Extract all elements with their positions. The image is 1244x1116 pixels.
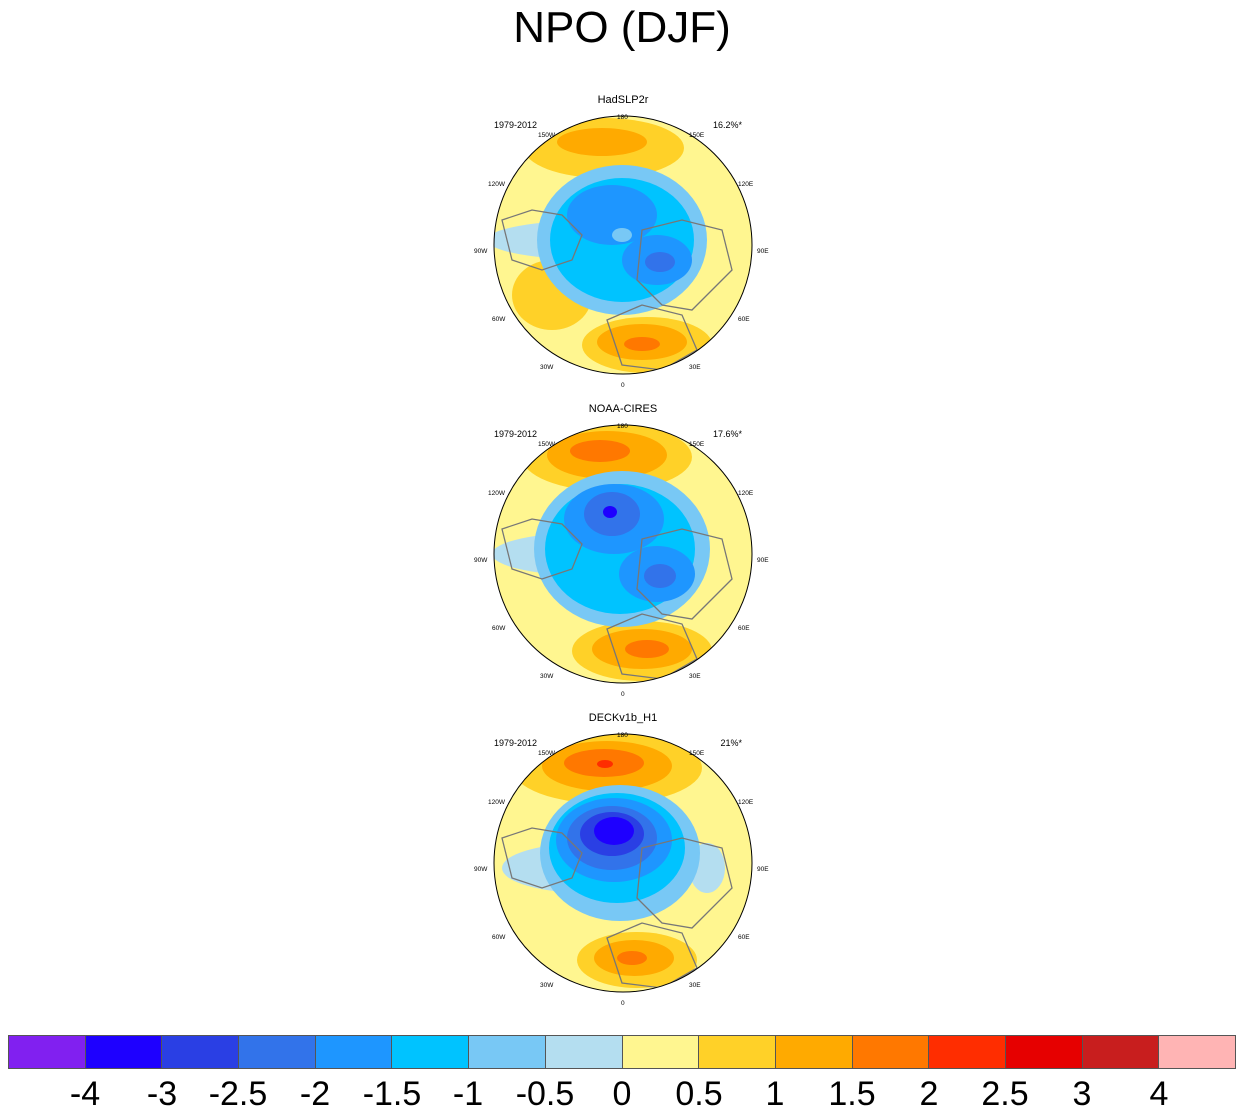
lon-label: 120E xyxy=(738,490,754,497)
lon-label: 180 xyxy=(617,732,628,739)
colorbar-swatch xyxy=(1005,1035,1083,1069)
colorbar-swatch xyxy=(1159,1035,1236,1069)
colorbar-label: -4 xyxy=(69,1075,101,1113)
lon-label: 150W xyxy=(538,441,555,448)
lon-label: 60W xyxy=(492,625,506,632)
lon-label: 120W xyxy=(488,490,505,497)
lon-label: 30W xyxy=(540,673,554,680)
colorbar-swatch xyxy=(545,1035,623,1069)
colorbar-label: -0.5 xyxy=(515,1075,575,1113)
panel-variance: 21%* xyxy=(720,738,742,748)
colorbar-swatch xyxy=(775,1035,853,1069)
colorbar-label: 1 xyxy=(765,1075,785,1113)
lon-label: 60E xyxy=(738,316,750,323)
colorbar-swatch xyxy=(8,1035,86,1069)
figure-title: NPO (DJF) xyxy=(513,3,731,52)
lon-label: 120E xyxy=(738,181,754,188)
colorbar-label: 1.5 xyxy=(828,1075,876,1113)
lon-label: 90E xyxy=(757,866,769,873)
lon-label: 60W xyxy=(492,316,506,323)
panel-variance: 17.6%* xyxy=(712,429,742,439)
lon-label: 0 xyxy=(621,1000,625,1007)
colorbar-label: 3 xyxy=(1072,1075,1092,1113)
panel-title: NOAA-CIRES xyxy=(588,403,658,415)
colorbar-swatch xyxy=(852,1035,930,1069)
lon-label: 0 xyxy=(621,382,625,389)
polar-map xyxy=(493,733,753,993)
panel-title: DECKv1b_H1 xyxy=(588,712,658,724)
colorbar-swatch xyxy=(315,1035,393,1069)
colorbar-swatch xyxy=(469,1035,546,1069)
lon-label: 150E xyxy=(689,750,705,757)
colorbar-label: -1 xyxy=(452,1075,484,1113)
lon-label: 30E xyxy=(689,364,701,371)
colorbar-swatch xyxy=(622,1035,700,1069)
lon-label: 30W xyxy=(540,982,554,989)
lon-label: 60W xyxy=(492,934,506,941)
lon-label: 30E xyxy=(689,982,701,989)
colorbar-label: -2.5 xyxy=(208,1075,268,1113)
lon-label: 150W xyxy=(538,132,555,139)
polar-map xyxy=(493,424,753,684)
colorbar-label: -2 xyxy=(299,1075,331,1113)
lon-label: 90W xyxy=(474,248,488,255)
colorbar-label: 0.5 xyxy=(675,1075,723,1113)
colorbar-swatch xyxy=(162,1035,240,1069)
lon-label: 60E xyxy=(738,934,750,941)
colorbar-label: 0 xyxy=(612,1075,632,1113)
polar-map xyxy=(493,115,753,375)
lon-label: 0 xyxy=(621,691,625,698)
lon-label: 90E xyxy=(757,557,769,564)
lon-label: 120W xyxy=(488,181,505,188)
colorbar xyxy=(8,1035,1236,1069)
lon-label: 150E xyxy=(689,441,705,448)
colorbar-label: 2 xyxy=(919,1075,939,1113)
panel-period: 1979-2012 xyxy=(494,738,538,748)
map-panel-deckv1b-h1: DECKv1b_H1 1979-2012 21%* 180 150W 150E … xyxy=(470,712,776,1007)
colorbar-label: -3 xyxy=(146,1075,178,1113)
colorbar-label: -1.5 xyxy=(362,1075,422,1113)
panel-period: 1979-2012 xyxy=(494,429,538,439)
panel-period: 1979-2012 xyxy=(494,120,538,130)
lon-label: 120W xyxy=(488,799,505,806)
lon-label: 30E xyxy=(689,673,701,680)
map-panel-hadslp2r: HadSLP2r 1979-2012 16.2%* 180 150W 150E … xyxy=(470,94,776,389)
lon-label: 90W xyxy=(474,557,488,564)
colorbar-label: 4 xyxy=(1149,1075,1169,1113)
lon-label: 120E xyxy=(738,799,754,806)
lon-label: 90E xyxy=(757,248,769,255)
lon-label: 60E xyxy=(738,625,750,632)
colorbar-swatch xyxy=(1082,1035,1160,1069)
colorbar-label: 2.5 xyxy=(981,1075,1029,1113)
colorbar-swatch xyxy=(239,1035,316,1069)
lon-label: 90W xyxy=(474,866,488,873)
lon-label: 150E xyxy=(689,132,705,139)
colorbar-swatch xyxy=(929,1035,1006,1069)
map-panel-noaa-cires: NOAA-CIRES 1979-2012 17.6%* 180 150W 150… xyxy=(470,403,776,698)
lon-label: 150W xyxy=(538,750,555,757)
panel-variance: 16.2%* xyxy=(712,120,742,130)
panel-title: HadSLP2r xyxy=(597,94,649,106)
lon-label: 180 xyxy=(617,114,628,121)
colorbar-swatch xyxy=(392,1035,470,1069)
colorbar-swatch xyxy=(85,1035,163,1069)
colorbar-swatch xyxy=(699,1035,776,1069)
lon-label: 180 xyxy=(617,423,628,430)
lon-label: 30W xyxy=(540,364,554,371)
